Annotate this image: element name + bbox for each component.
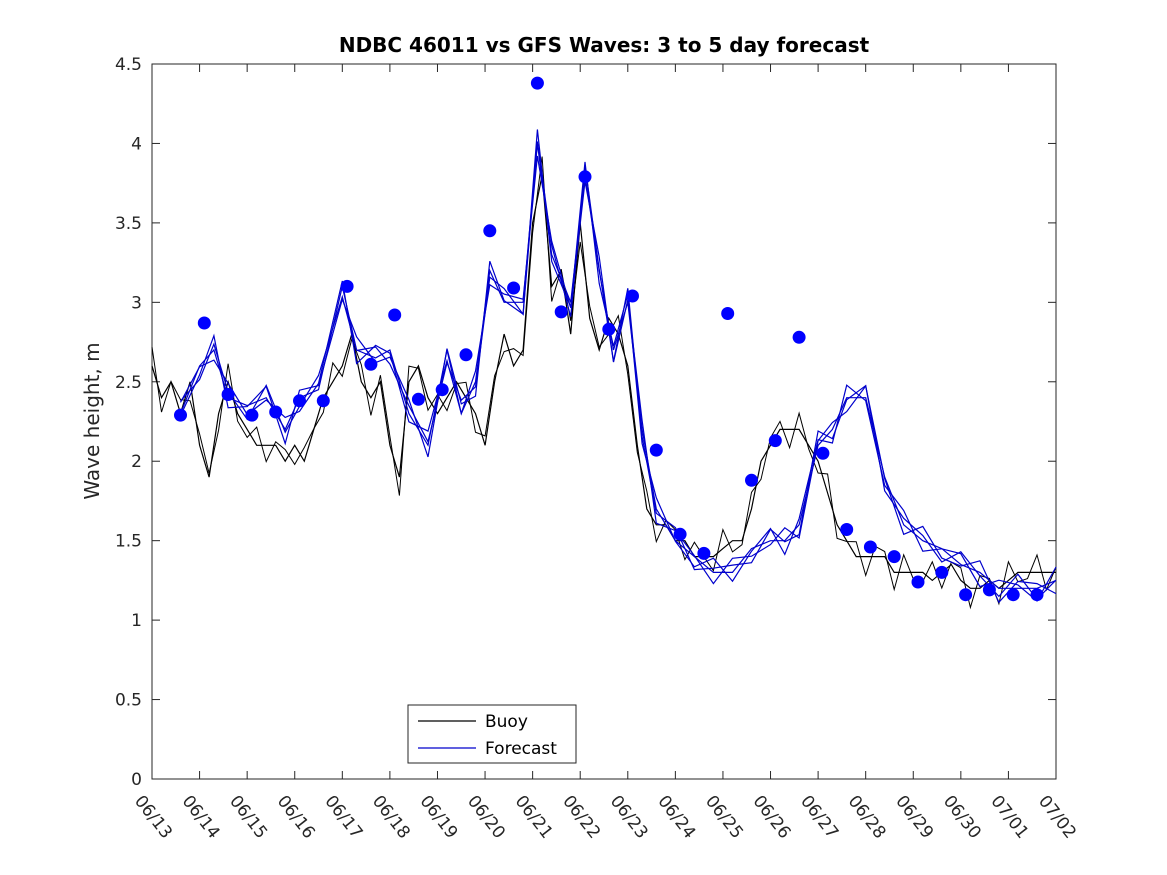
y-tick-label: 0 <box>131 770 142 790</box>
y-tick-label: 4.5 <box>115 55 142 75</box>
forecast-point <box>364 357 378 371</box>
forecast-point <box>959 588 973 602</box>
forecast-point <box>816 446 830 460</box>
forecast-point <box>745 473 758 487</box>
forecast-point <box>507 281 521 295</box>
y-tick-label: 0.5 <box>115 691 142 711</box>
forecast-point <box>602 322 616 336</box>
forecast-point <box>554 305 568 319</box>
forecast-point <box>293 394 306 408</box>
forecast-point <box>721 307 735 320</box>
buoy-line <box>151 175 1056 590</box>
forecast-line-2 <box>179 155 1057 604</box>
forecast-point <box>911 575 925 589</box>
legend-label: Forecast <box>485 739 557 759</box>
legend-label: Buoy <box>485 712 528 732</box>
forecast-point <box>935 565 949 579</box>
forecast-point <box>792 330 806 344</box>
forecast-point <box>697 546 711 560</box>
forecast-point <box>887 550 901 564</box>
forecast-point <box>388 308 402 322</box>
legend: Buoy Forecast <box>407 704 577 764</box>
y-tick-label: 1.5 <box>115 532 142 552</box>
forecast-point <box>982 583 996 597</box>
forecast-point <box>483 224 497 238</box>
forecast-point <box>1030 588 1044 602</box>
forecast-point <box>863 540 877 554</box>
buoy-line-detail <box>151 156 1057 610</box>
axes-box <box>151 63 1057 780</box>
forecast-point <box>530 76 544 90</box>
forecast-point <box>649 443 663 457</box>
chart-title: NDBC 46011 vs GFS Waves: 3 to 5 day fore… <box>339 33 870 57</box>
forecast-point <box>197 316 211 330</box>
y-tick-label: 2 <box>131 452 142 472</box>
forecast-point <box>174 408 187 422</box>
forecast-point <box>435 383 449 397</box>
legend-box <box>407 704 577 764</box>
forecast-point <box>840 523 854 536</box>
forecast-point <box>269 405 283 419</box>
forecast-point <box>578 170 592 184</box>
forecast-point <box>459 348 473 362</box>
forecast-point <box>1006 588 1020 602</box>
forecast-point <box>316 394 330 408</box>
forecast-point <box>340 279 354 293</box>
forecast-point <box>221 388 235 401</box>
y-tick-label: 3 <box>131 293 142 313</box>
y-axis-label: Wave height, m <box>80 342 104 499</box>
forecast-line-4 <box>179 129 1057 602</box>
forecast-point <box>626 289 639 303</box>
y-tick-label: 1 <box>131 611 142 631</box>
y-tick-label: 2.5 <box>115 373 142 393</box>
y-tick-label: 4 <box>131 134 142 154</box>
forecast-point <box>245 408 259 422</box>
forecast-point <box>673 527 687 541</box>
y-tick-label: 3.5 <box>115 214 142 234</box>
forecast-point <box>768 434 782 448</box>
forecast-point <box>411 392 425 406</box>
